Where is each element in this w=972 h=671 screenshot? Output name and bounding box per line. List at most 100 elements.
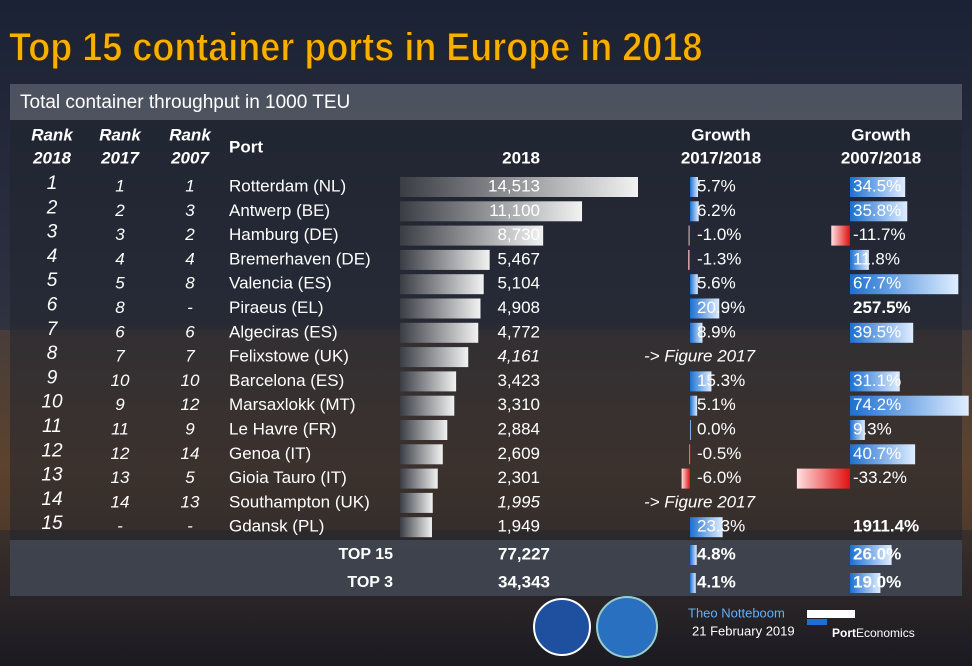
growth-label: 39.5% [853, 322, 901, 341]
rank-2017: 2 [114, 201, 125, 220]
column-header: 2007/2018 [841, 148, 921, 167]
date: 21 February 2019 [692, 623, 795, 638]
port-name: Valencia (ES) [229, 274, 332, 293]
growth-bar [681, 468, 690, 489]
rank-2007: 13 [181, 492, 200, 511]
note: -> Figure 2017 [644, 492, 756, 511]
logos [533, 596, 855, 658]
teu-bar [400, 492, 433, 513]
teu-label: 3,423 [497, 371, 540, 390]
teu-bar [400, 395, 455, 416]
teu-bar [400, 225, 544, 246]
growth-bar [850, 371, 900, 392]
growth-label: 31.1% [853, 371, 901, 390]
rank-2018: 2 [46, 197, 58, 218]
port-name: Piraeus (EL) [229, 298, 323, 317]
rank-2017: 5 [115, 274, 125, 293]
port-name: Le Havre (FR) [229, 419, 337, 438]
growth-label: 5.1% [697, 395, 736, 414]
growth-label: 15.3% [697, 371, 745, 390]
port-name: Barcelona (ES) [229, 371, 344, 390]
growth-bar [690, 322, 703, 343]
title: Top 15 container ports in Europe in 2018 [9, 26, 702, 70]
teu-label: 4,161 [497, 347, 540, 366]
growth-bar [689, 444, 691, 465]
note: -> Figure 2017 [644, 347, 756, 366]
growth-label: 4.1% [697, 572, 736, 591]
port-name: Genoa (IT) [229, 444, 311, 463]
teu-label: 1,995 [497, 492, 540, 511]
growth-bar [690, 371, 712, 392]
growth-bar [690, 420, 691, 440]
teu-bar [400, 274, 484, 295]
rank-2007: 7 [185, 347, 195, 366]
teu-label: 3,310 [497, 395, 540, 414]
growth-bar [850, 545, 892, 565]
total-teu: 34,343 [498, 572, 550, 591]
rank-2007: 14 [181, 444, 200, 463]
rank-2007: 3 [185, 201, 195, 220]
teu-bar [400, 177, 638, 197]
table-panel [10, 120, 962, 600]
port-name: Algeciras (ES) [229, 322, 338, 341]
growth-label: 9.3% [853, 419, 892, 438]
growth-bar [690, 395, 698, 416]
port-name: Antwerp (BE) [229, 201, 330, 220]
subtitle-band [10, 84, 962, 120]
growth-label: -0.5% [697, 444, 741, 463]
rank-2007: 6 [185, 322, 195, 341]
rank-2017: 7 [115, 347, 125, 366]
growth-bar [850, 201, 908, 222]
growth-label: 0.0% [697, 419, 736, 438]
growth-label: 5.7% [697, 176, 736, 195]
growth-label: 74.2% [853, 395, 901, 414]
totals-band [10, 540, 962, 596]
rank-2017: 6 [115, 322, 125, 341]
column-header: 2018 [32, 148, 71, 167]
growth-bar [690, 201, 699, 222]
rank-2007: - [187, 298, 193, 317]
rank-2017: 9 [115, 395, 125, 414]
brand-bold: Port [832, 626, 856, 640]
rank-2018: 10 [41, 392, 63, 413]
growth-label: 5.6% [697, 274, 736, 293]
teu-bar [400, 347, 469, 368]
subtitle: Total container throughput in 1000 TEU [20, 92, 350, 113]
growth-bar [690, 274, 698, 295]
column-header: Growth [851, 125, 911, 144]
rank-2018: 9 [47, 367, 58, 388]
growth-label: 35.8% [853, 201, 901, 220]
rank-2017: 8 [115, 298, 125, 317]
port-name: Gioia Tauro (IT) [229, 468, 347, 487]
rank-2017: 10 [111, 371, 130, 390]
growth-label: 1911.4% [853, 517, 919, 536]
growth-bar [850, 395, 969, 416]
rank-2017: 1 [115, 176, 124, 195]
rank-2007: 1 [185, 176, 194, 195]
teu-bar [400, 444, 443, 465]
column-header: 2017 [100, 148, 140, 167]
brand: PortEconomics [832, 626, 915, 640]
rank-2017: - [117, 517, 123, 536]
rank-2017: 12 [111, 444, 130, 463]
growth-bar [831, 225, 850, 246]
rank-2018: 4 [47, 246, 58, 267]
growth-bar [688, 249, 690, 270]
rank-2018: 6 [47, 295, 58, 316]
teu-bar [400, 517, 432, 538]
rank-2018: 8 [47, 343, 58, 364]
teu-label: 2,884 [497, 419, 540, 438]
rank-2018: 14 [41, 489, 62, 510]
column-header: Port [229, 137, 263, 156]
rank-2007: 10 [181, 371, 200, 390]
teu-label: 4,908 [497, 298, 540, 317]
column-header: 2018 [502, 148, 540, 167]
growth-label: -1.3% [697, 249, 741, 268]
port-name: Rotterdam (NL) [229, 176, 346, 195]
rank-2018: 1 [47, 173, 58, 194]
growth-label: 40.7% [853, 444, 901, 463]
growth-label: -1.0% [697, 225, 741, 244]
growth-bar [850, 177, 906, 197]
rank-2018: 7 [47, 319, 59, 340]
